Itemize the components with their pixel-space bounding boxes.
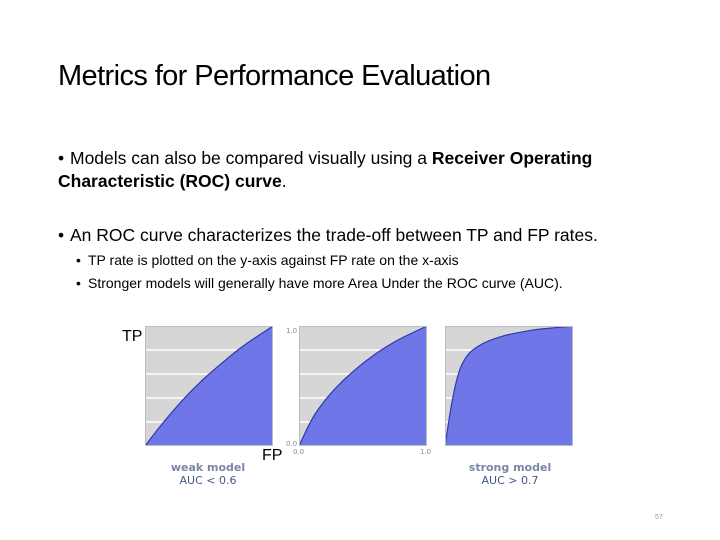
- bullet-marker: •: [58, 148, 65, 168]
- roc-area: [145, 326, 273, 446]
- bullet-marker: •: [58, 225, 65, 245]
- sub-bullet-text: TP rate is plotted on the y-axis against…: [88, 252, 459, 268]
- roc-plot-strong: [445, 326, 573, 446]
- sub-bullet-auc: • Stronger models will generally have mor…: [76, 274, 563, 292]
- tick-x-end: 1.0: [420, 448, 432, 456]
- roc-plot-medium: [299, 326, 427, 446]
- roc-curve: [145, 326, 273, 446]
- x-axis-label-fp: FP: [262, 447, 283, 464]
- caption-strong-model: strong model AUC > 0.7: [462, 461, 558, 487]
- bullet-text-prefix: Models can also be compared visually usi…: [70, 148, 432, 168]
- sub-bullet-text: Stronger models will generally have more…: [88, 275, 563, 291]
- roc-curve: [299, 326, 427, 446]
- tick-y-bottom: 0.0: [286, 440, 298, 448]
- sub-bullet-marker: •: [76, 252, 81, 268]
- roc-plot-weak: [145, 326, 273, 446]
- caption-auc: AUC > 0.7: [481, 474, 539, 487]
- roc-area: [445, 326, 573, 446]
- plot-frame: [299, 326, 427, 446]
- slide-title: Metrics for Performance Evaluation: [58, 60, 491, 92]
- bullet-text-bold: Receiver Operating Characteristic (ROC) …: [58, 148, 593, 191]
- bullet-roc-tradeoff: • An ROC curve characterizes the trade-of…: [58, 224, 698, 247]
- plot-frame: [145, 326, 273, 446]
- caption-weak-model: weak model AUC < 0.6: [163, 461, 253, 487]
- y-axis-label-tp: TP: [122, 328, 143, 345]
- roc-curve: [445, 326, 573, 446]
- sub-bullet-axes: • TP rate is plotted on the y-axis agains…: [76, 251, 459, 269]
- bullet-text-suffix: .: [281, 171, 287, 191]
- sub-bullet-marker: •: [76, 275, 81, 291]
- page-number: 57: [655, 514, 663, 521]
- tick-x-start: 0.0: [293, 448, 305, 456]
- bullet-roc-intro: • Models can also be compared visually us…: [58, 147, 678, 193]
- caption-title: weak model: [170, 461, 246, 474]
- plot-frame: [445, 326, 573, 446]
- tick-y-top: 1.0: [286, 327, 298, 335]
- bullet-text: An ROC curve characterizes the trade-off…: [70, 225, 598, 245]
- caption-title: strong model: [468, 461, 552, 474]
- roc-area: [299, 326, 427, 446]
- caption-auc: AUC < 0.6: [179, 474, 237, 487]
